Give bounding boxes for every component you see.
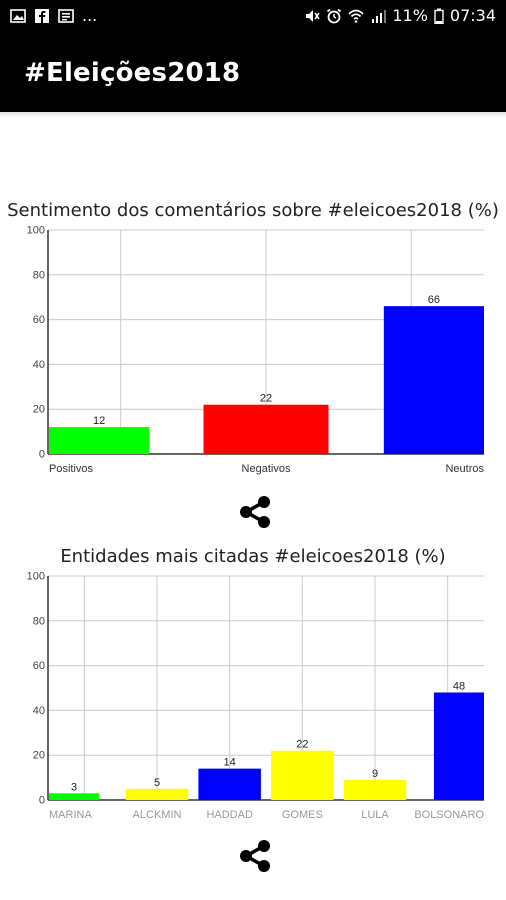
alarm-icon (327, 8, 342, 23)
facebook-icon (35, 9, 49, 23)
x-tick-label: MARINA (49, 809, 92, 821)
data-label: 22 (296, 739, 308, 751)
clock: 07:34 (449, 6, 496, 25)
x-tick-label: HADDAD (206, 809, 253, 821)
sentiment-chart: 0 20 40 60 80 100 12 Positivos 22 Negativos 66 Neut… (27, 225, 485, 476)
battery-icon (434, 8, 444, 24)
share-icon[interactable] (235, 492, 275, 532)
y-tick-label: 100 (27, 571, 45, 583)
data-label: 3 (71, 781, 77, 793)
data-label: 5 (154, 777, 160, 789)
data-label: 66 (428, 294, 440, 306)
y-tick-label: 40 (33, 359, 45, 371)
mute-icon (306, 9, 320, 22)
y-tick-label: 80 (33, 615, 45, 627)
bar-bolsonaro (433, 692, 484, 800)
wifi-icon (348, 9, 364, 23)
app-title: #Eleições2018 (24, 58, 241, 88)
battery-percent: 11% (392, 6, 428, 25)
data-label: 22 (260, 393, 272, 405)
chart-2-title: Entidades mais citadas #eleicoes2018 (%) (60, 546, 446, 567)
share-icon[interactable] (235, 836, 275, 876)
bar-haddad (198, 768, 261, 800)
y-tick-label: 60 (33, 660, 45, 672)
notification-overflow: ... (82, 6, 98, 25)
y-tick-label: 100 (27, 225, 45, 237)
x-tick-label: Positivos (49, 463, 94, 475)
data-label: 9 (372, 768, 378, 780)
x-tick-label: LULA (361, 809, 389, 821)
y-tick-label: 0 (39, 449, 45, 461)
x-tick-label: ALCKMIN (133, 809, 182, 821)
x-tick-label: BOLSONARO (414, 809, 484, 821)
bar-lula (343, 779, 407, 800)
data-label: 14 (224, 757, 236, 769)
y-tick-label: 80 (33, 269, 45, 281)
bar-neutros (383, 306, 484, 454)
y-tick-label: 20 (33, 404, 45, 416)
bar-gomes (271, 750, 334, 800)
news-icon (58, 9, 74, 23)
y-tick-label: 0 (39, 795, 45, 807)
x-tick-label: GOMES (282, 809, 323, 821)
bar-alckmin (125, 788, 189, 800)
x-tick-label: Negativos (242, 463, 291, 475)
app-bar: #Eleições2018 (0, 36, 506, 112)
bar-negativos (203, 404, 329, 454)
y-tick-label: 20 (33, 750, 45, 762)
y-tick-label: 60 (33, 314, 45, 326)
entities-chart: 0 20 40 60 80 100 3 MARINA 5 ALCKMIN 14 HADDAD 22 GOM… (27, 571, 485, 822)
app-bar-shadow (0, 112, 506, 118)
bar-marina (49, 793, 100, 800)
signal-icon (372, 9, 387, 23)
data-label: 48 (453, 680, 465, 692)
bar-positivos (49, 427, 150, 454)
y-tick-label: 40 (33, 705, 45, 717)
x-tick-label: Neutros (445, 463, 484, 475)
image-icon (10, 9, 26, 23)
status-bar: ... 11% (0, 0, 506, 36)
data-label: 12 (93, 415, 105, 427)
chart-1-title: Sentimento dos comentários sobre #eleico… (7, 200, 499, 221)
